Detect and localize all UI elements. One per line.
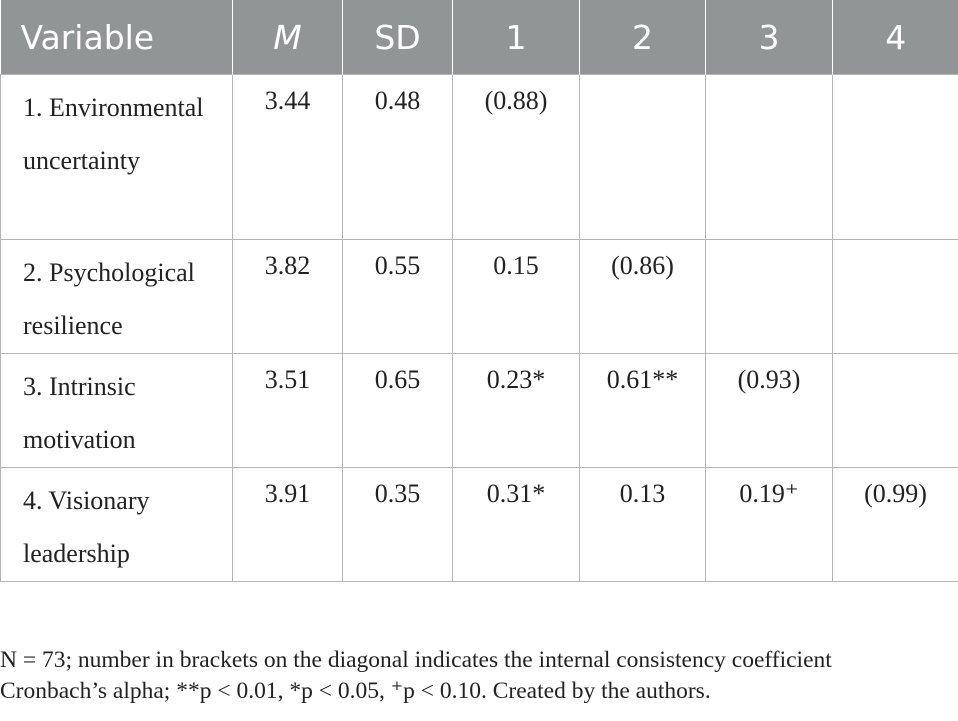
cell-corr-2: (0.86) (579, 239, 706, 354)
cell-corr-1: 0.31* (452, 467, 580, 582)
cell-corr-3 (705, 239, 833, 354)
corr-value: (0.86) (611, 251, 674, 280)
cell-corr-2 (579, 74, 706, 240)
corr-value (712, 75, 826, 81)
cell-mean: 3.51 (232, 353, 343, 468)
variable-label: 4. Visionary leadership (23, 486, 150, 568)
corr-value: (0.93) (737, 365, 801, 394)
sd-value: 0.48 (374, 86, 421, 115)
corr-value (839, 75, 952, 81)
sd-value: 0.65 (374, 365, 421, 394)
header-col-2: 2 (579, 0, 706, 75)
table-row: 2. Psychological resilience 3.82 0.55 0.… (0, 239, 958, 354)
cell-variable: 4. Visionary leadership (0, 467, 233, 582)
corr-value: (0.99) (864, 479, 927, 508)
mean-value: 3.82 (264, 251, 311, 280)
header-col-1: 1 (452, 0, 580, 75)
cell-corr-1: 0.15 (452, 239, 580, 354)
cell-corr-4 (832, 353, 958, 468)
table-row: 3. Intrinsic motivation 3.51 0.65 0.23* … (0, 353, 958, 468)
corr-value (712, 240, 826, 246)
cell-corr-2: 0.13 (579, 467, 706, 582)
corr-value: (0.88) (484, 86, 548, 115)
cell-mean: 3.91 (232, 467, 343, 582)
table-header-row: Variable M SD 1 2 3 4 (0, 0, 958, 75)
cell-variable: 3. Intrinsic motivation (0, 353, 233, 468)
cell-corr-4 (832, 239, 958, 354)
corr-value (839, 240, 952, 246)
cell-variable: 2. Psychological resilience (0, 239, 233, 354)
cell-sd: 0.35 (342, 467, 453, 582)
sd-value: 0.35 (374, 479, 421, 508)
table-row: 4. Visionary leadership 3.91 0.35 0.31* … (0, 467, 958, 582)
variable-label: 2. Psychological resilience (23, 258, 195, 340)
cell-mean: 3.44 (232, 74, 343, 240)
cell-corr-4 (832, 74, 958, 240)
header-mean: M (232, 0, 343, 75)
variable-label: 3. Intrinsic motivation (23, 372, 136, 454)
header-variable: Variable (0, 0, 233, 75)
corr-value (839, 354, 952, 360)
cell-sd: 0.55 (342, 239, 453, 354)
cell-mean: 3.82 (232, 239, 343, 354)
cell-corr-3: 0.19⁺ (705, 467, 833, 582)
header-sd: SD (342, 0, 453, 75)
footnote-line-2: Cronbach’s alpha; **p < 0.01, *p < 0.05,… (0, 678, 711, 704)
cell-corr-2: 0.61** (579, 353, 706, 468)
cell-corr-4: (0.99) (832, 467, 958, 582)
corr-value (586, 75, 699, 81)
cell-variable: 1. Environmental uncertainty (0, 74, 233, 240)
corr-value: 0.31* (486, 479, 546, 508)
table-footnote: N = 73; number in brackets on the diagon… (0, 645, 958, 707)
header-col-4: 4 (832, 0, 958, 75)
cell-sd: 0.48 (342, 74, 453, 240)
sd-value: 0.55 (374, 251, 421, 280)
mean-value: 3.51 (264, 365, 311, 394)
cell-sd: 0.65 (342, 353, 453, 468)
corr-value: 0.23* (486, 365, 546, 394)
variable-label: 1. Environmental uncertainty (23, 93, 204, 175)
correlation-table: Variable M SD 1 2 3 4 1. Environmental u… (0, 0, 958, 582)
footnote-line-1: N = 73; number in brackets on the diagon… (0, 647, 832, 673)
corr-value: 0.13 (619, 479, 666, 508)
table-row: 1. Environmental uncertainty 3.44 0.48 (… (0, 74, 958, 240)
mean-value: 3.44 (264, 86, 311, 115)
cell-corr-1: 0.23* (452, 353, 580, 468)
corr-value: 0.19⁺ (739, 479, 799, 508)
cell-corr-3: (0.93) (705, 353, 833, 468)
corr-value: 0.61** (606, 365, 679, 394)
header-col-3: 3 (705, 0, 833, 75)
mean-value: 3.91 (264, 479, 311, 508)
corr-value: 0.15 (493, 251, 539, 280)
cell-corr-1: (0.88) (452, 74, 580, 240)
correlation-table-container: Variable M SD 1 2 3 4 1. Environmental u… (0, 0, 958, 582)
cell-corr-3 (705, 74, 833, 240)
